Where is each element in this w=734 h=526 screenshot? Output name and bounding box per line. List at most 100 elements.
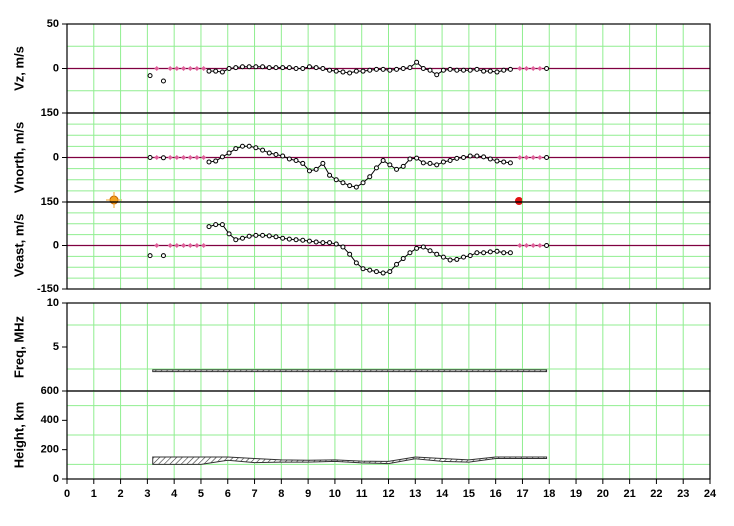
point: [206, 68, 212, 74]
y-tick-label: 0: [53, 151, 59, 163]
x-tick-label: 12: [382, 488, 394, 500]
point: [260, 232, 266, 238]
point: [167, 243, 173, 248]
point: [517, 155, 523, 160]
band-area: [152, 456, 548, 465]
point: [414, 59, 420, 65]
point: [194, 243, 200, 248]
point: [427, 160, 433, 166]
point: [461, 67, 467, 73]
point: [340, 69, 346, 75]
x-tick-label: 20: [597, 488, 609, 500]
point: [273, 152, 279, 158]
point: [420, 160, 426, 166]
point: [201, 66, 207, 71]
point: [239, 235, 245, 241]
point: [434, 162, 440, 168]
point: [454, 155, 460, 161]
point: [273, 65, 279, 71]
point: [333, 241, 339, 247]
point: [434, 251, 440, 257]
point: [300, 66, 306, 71]
point: [306, 168, 312, 174]
x-tick-label: 16: [490, 488, 502, 500]
point: [501, 67, 507, 73]
point: [523, 155, 529, 160]
point: [181, 66, 187, 71]
x-tick-label: 23: [677, 488, 689, 500]
point: [544, 155, 550, 160]
x-tick-label: 18: [543, 488, 555, 500]
point: [467, 67, 473, 73]
point: [313, 166, 319, 172]
point: [246, 64, 252, 70]
point: [313, 65, 319, 71]
sunset-marker: [515, 197, 523, 205]
point: [530, 66, 536, 71]
point: [414, 155, 420, 161]
point: [280, 153, 286, 159]
point: [206, 224, 212, 230]
point: [187, 243, 193, 248]
point: [167, 155, 173, 160]
point: [447, 66, 453, 72]
point: [353, 260, 359, 266]
point: [440, 254, 446, 260]
point: [360, 266, 366, 272]
point: [174, 66, 180, 71]
point: [226, 150, 232, 156]
point: [233, 65, 239, 71]
point: [340, 180, 346, 186]
point: [293, 66, 299, 71]
point: [226, 231, 232, 237]
point: [201, 243, 207, 248]
x-tick-label: 2: [118, 488, 124, 500]
point: [481, 68, 487, 74]
point: [154, 243, 160, 248]
point: [160, 78, 166, 84]
point: [367, 267, 373, 273]
point: [226, 66, 232, 71]
point: [253, 145, 259, 151]
point: [394, 166, 400, 172]
point: [353, 68, 359, 74]
point: [147, 155, 153, 160]
point: [286, 156, 292, 162]
point: [246, 143, 252, 149]
point: [387, 162, 393, 168]
point: [273, 234, 279, 240]
y-axis-title: Height, km: [11, 402, 26, 468]
point: [333, 177, 339, 183]
y-tick-label: 0: [53, 473, 59, 485]
point: [523, 66, 529, 71]
point: [306, 64, 312, 70]
point: [420, 66, 426, 71]
point: [507, 160, 513, 166]
point: [233, 146, 239, 152]
point: [373, 165, 379, 171]
point: [320, 160, 326, 166]
point: [347, 70, 353, 76]
point: [474, 250, 480, 256]
point: [306, 238, 312, 244]
point: [320, 66, 326, 71]
point: [206, 159, 212, 165]
point: [407, 65, 413, 71]
point: [233, 237, 239, 243]
point: [427, 67, 433, 73]
point: [467, 153, 473, 159]
point: [461, 155, 467, 160]
point: [286, 65, 292, 71]
point: [266, 65, 272, 71]
y-tick-label: 0: [53, 239, 59, 251]
point: [494, 158, 500, 164]
y-tick-label: 5: [53, 341, 59, 353]
x-tick-label: 7: [251, 488, 257, 500]
point: [147, 253, 153, 259]
point: [353, 184, 359, 190]
point: [313, 239, 319, 245]
point: [266, 150, 272, 156]
point: [387, 67, 393, 73]
point: [174, 243, 180, 248]
